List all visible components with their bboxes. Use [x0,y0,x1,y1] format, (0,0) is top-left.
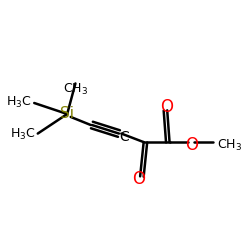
Text: C: C [120,130,130,144]
Text: O: O [132,170,145,188]
Text: Si: Si [60,106,74,122]
Text: O: O [185,136,198,154]
Text: H$_3$C: H$_3$C [10,127,36,142]
Text: O: O [160,98,173,116]
Text: CH$_3$: CH$_3$ [217,138,242,152]
Text: H$_3$C: H$_3$C [6,95,32,110]
Text: CH$_3$: CH$_3$ [63,82,88,97]
